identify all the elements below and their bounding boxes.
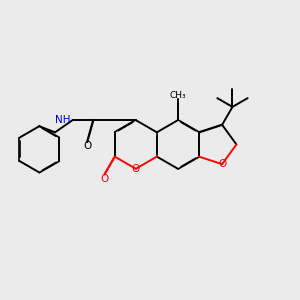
Text: O: O <box>83 141 91 151</box>
Text: O: O <box>132 164 140 174</box>
Text: O: O <box>100 174 109 184</box>
Text: NH: NH <box>55 115 70 125</box>
Text: CH₃: CH₃ <box>169 91 186 100</box>
Text: O: O <box>218 159 226 169</box>
